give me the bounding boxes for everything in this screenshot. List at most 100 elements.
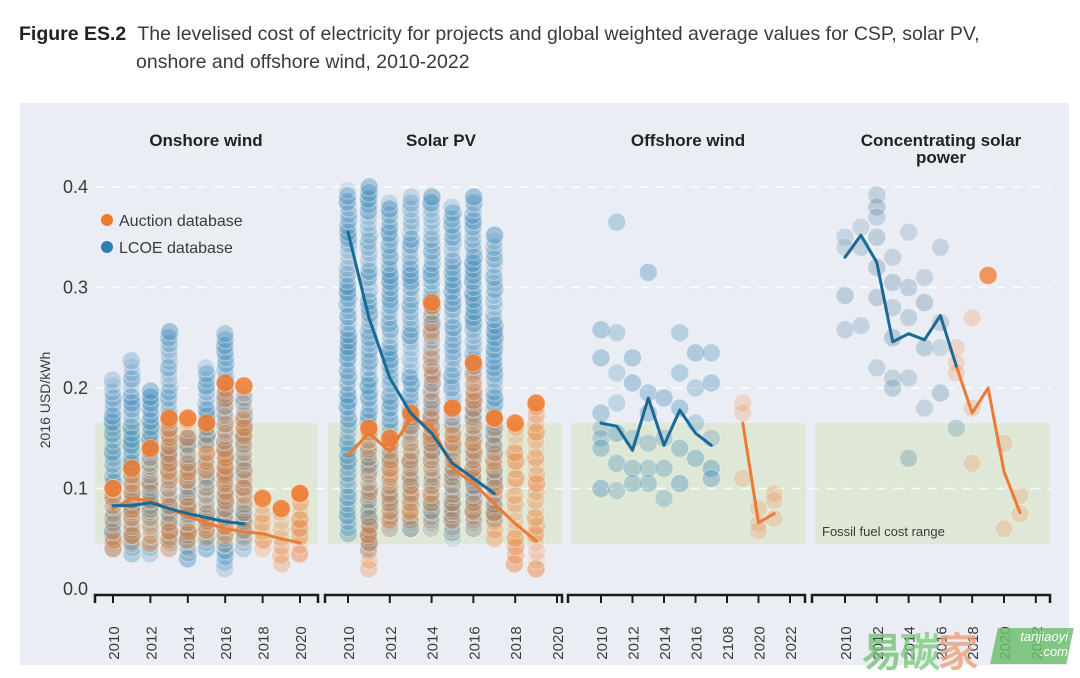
auction-point — [484, 469, 504, 489]
auction-point — [216, 491, 236, 511]
lcoe-point — [196, 358, 216, 378]
lcoe-point — [380, 452, 400, 472]
auction-point — [359, 542, 379, 562]
auction-point — [158, 479, 178, 499]
lcoe-point — [422, 368, 442, 388]
lcoe-point — [422, 247, 442, 267]
lcoe-point — [421, 332, 441, 352]
auction-point — [197, 413, 216, 433]
lcoe-point — [851, 316, 871, 336]
lcoe-point — [442, 426, 462, 446]
auction-point — [526, 431, 546, 451]
lcoe-point — [442, 354, 462, 374]
auction-point — [379, 519, 399, 539]
lcoe-point — [883, 247, 903, 267]
panel-title: Concentrating solar — [861, 131, 1022, 150]
auction-point — [443, 502, 463, 522]
lcoe-point — [338, 379, 358, 399]
lcoe-point — [339, 391, 359, 411]
lcoe-point — [234, 442, 254, 462]
lcoe-weighted-average-line — [843, 233, 958, 368]
auction-point — [464, 391, 484, 411]
lcoe-point — [484, 497, 504, 517]
lcoe-point — [464, 314, 484, 334]
auction-point — [422, 442, 442, 462]
auction-point — [140, 474, 160, 494]
lcoe-point — [484, 243, 504, 263]
auction-point — [421, 510, 441, 530]
auction-point — [422, 293, 442, 313]
auction-point — [121, 508, 141, 528]
lcoe-point — [400, 284, 420, 304]
lcoe-point — [421, 519, 441, 539]
auction-point — [215, 474, 235, 494]
auction-point — [505, 554, 525, 574]
auction-point — [506, 537, 526, 557]
lcoe-point — [140, 526, 160, 546]
lcoe-point — [359, 358, 379, 378]
lcoe-point — [422, 374, 442, 394]
lcoe-point — [359, 521, 379, 541]
x-tick-label: 2016 — [466, 626, 483, 659]
lcoe-point — [160, 533, 180, 553]
lcoe-point — [102, 382, 122, 402]
auction-point — [196, 452, 216, 472]
lcoe-point — [442, 372, 462, 392]
lcoe-point — [380, 247, 400, 267]
lcoe-point — [867, 227, 887, 247]
lcoe-point — [215, 462, 235, 482]
x-tick-label: 2010 — [341, 626, 358, 659]
lcoe-point — [358, 376, 378, 396]
lcoe-point — [338, 469, 358, 489]
lcoe-point — [196, 454, 216, 474]
lcoe-point — [883, 378, 903, 398]
auction-point — [443, 485, 463, 505]
lcoe-point — [196, 491, 216, 511]
lcoe-point — [140, 544, 160, 564]
lcoe-point — [591, 428, 611, 448]
auction-point — [290, 544, 310, 564]
lcoe-point — [899, 448, 919, 468]
lcoe-point — [102, 521, 122, 541]
lcoe-point — [380, 320, 400, 340]
lcoe-point — [401, 344, 421, 364]
figure-label: Figure ES.2 — [19, 23, 127, 45]
lcoe-point — [234, 479, 254, 498]
lcoe-point — [485, 442, 505, 462]
x-tick-label: 2014 — [657, 626, 674, 659]
x-axis-line — [323, 593, 564, 603]
lcoe-point — [442, 505, 462, 525]
lcoe-point — [484, 267, 504, 287]
lcoe-point — [915, 293, 934, 313]
lcoe-point — [463, 217, 483, 237]
lcoe-point — [140, 465, 160, 485]
lcoe-point — [359, 207, 379, 227]
auction-point — [962, 308, 982, 328]
lcoe-point — [196, 533, 216, 553]
auction-point — [485, 512, 505, 532]
auction-point — [401, 510, 421, 530]
lcoe-point — [638, 262, 658, 282]
lcoe-point — [215, 499, 235, 519]
lcoe-point — [443, 529, 463, 549]
lcoe-point — [338, 439, 358, 459]
lcoe-point — [140, 477, 160, 497]
auction-point — [215, 406, 235, 426]
lcoe-point — [338, 343, 358, 363]
lcoe-point — [442, 499, 462, 519]
lcoe-point — [359, 497, 379, 517]
auction-point — [484, 452, 504, 472]
lcoe-point — [339, 331, 359, 351]
auction-point — [196, 460, 216, 480]
auction-point — [178, 408, 198, 428]
lcoe-point — [443, 342, 463, 362]
auction-point — [103, 479, 123, 498]
lcoe-point — [422, 241, 442, 261]
lcoe-point — [463, 416, 483, 436]
x-tick-label: 2010 — [838, 626, 855, 659]
lcoe-point — [122, 526, 142, 546]
lcoe-point — [464, 241, 484, 261]
lcoe-point — [178, 483, 198, 503]
auction-point — [526, 482, 546, 502]
lcoe-point — [443, 263, 463, 283]
